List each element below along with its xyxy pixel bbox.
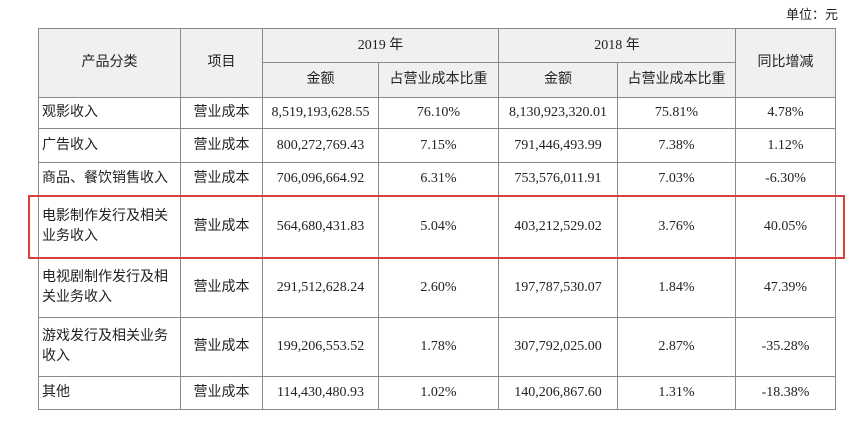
table-cell: 114,430,480.93: [262, 376, 379, 410]
unit-label: 单位：元: [785, 7, 838, 22]
table-cell: 140,206,867.60: [498, 376, 618, 410]
table-cell: 706,096,664.92: [262, 162, 379, 196]
table-cell: 营业成本: [180, 317, 263, 377]
table-cell: 753,576,011.91: [498, 162, 618, 196]
row-label: 电视剧制作发行及相关业务收入: [38, 258, 181, 318]
table-cell: 7.03%: [617, 162, 736, 196]
table-cell: 291,512,628.24: [262, 258, 379, 318]
table-cell: 8,519,193,628.55: [262, 97, 379, 129]
table-cell: 5.04%: [378, 195, 499, 259]
table-row: 其他 营业成本 114,430,480.93 1.02% 140,206,867.60 1…: [38, 376, 836, 410]
row-label: 其他: [38, 376, 181, 410]
table-cell: 8,130,923,320.01: [498, 97, 618, 129]
table-cell: 2.87%: [617, 317, 736, 377]
table-cell: 1.02%: [378, 376, 499, 410]
header-cell: 项目: [180, 28, 263, 98]
table-cell: 791,446,493.99: [498, 128, 618, 163]
highlight-box: [28, 195, 845, 259]
table-cell: 197,787,530.07: [498, 258, 618, 318]
table-cell: 47.39%: [735, 258, 836, 318]
header-cell: 金额: [498, 62, 618, 98]
row-label: 商品、餐饮销售收入: [38, 162, 181, 196]
table-cell: 7.15%: [378, 128, 499, 163]
table-cell: 1.12%: [735, 128, 836, 163]
header-cell: 同比增减: [735, 28, 836, 98]
table-cell: 3.76%: [617, 195, 736, 259]
row-label: 游戏发行及相关业务收入: [38, 317, 181, 377]
table-cell: 75.81%: [617, 97, 736, 129]
table-cell: -6.30%: [735, 162, 836, 196]
row-label: 观影收入: [38, 97, 181, 129]
header-cell: 占营业成本比重: [617, 62, 736, 98]
table-cell: 800,272,769.43: [262, 128, 379, 163]
table-cell: 199,206,553.52: [262, 317, 379, 377]
header-cell: 2019 年: [262, 28, 499, 63]
header-cell: 2018 年: [498, 28, 736, 63]
table-cell: 营业成本: [180, 258, 263, 318]
table-row: 游戏发行及相关业务收入 营业成本 199,206,553.52 1.78% 307,79…: [38, 317, 836, 377]
table-cell: 1.78%: [378, 317, 499, 377]
table-cell: 营业成本: [180, 376, 263, 410]
table-row: 电视剧制作发行及相关业务收入 营业成本 291,512,628.24 2.60% 197…: [38, 258, 836, 318]
table-cell: 76.10%: [378, 97, 499, 129]
header-cell: 金额: [262, 62, 379, 98]
table-cell: 403,212,529.02: [498, 195, 618, 259]
table-row: 商品、餐饮销售收入 营业成本 706,096,664.92 6.31% 753,576,…: [38, 162, 836, 196]
table-cell: 1.84%: [617, 258, 736, 318]
table-cell: 40.05%: [735, 195, 836, 259]
header-cell: 占营业成本比重: [378, 62, 499, 98]
table-row: 电影制作发行及相关业务收入 营业成本 564,680,431.83 5.04% 403,…: [38, 195, 836, 259]
table-cell: 564,680,431.83: [262, 195, 379, 259]
table-cell: 7.38%: [617, 128, 736, 163]
table-cell: 营业成本: [180, 97, 263, 129]
table-cell: 2.60%: [378, 258, 499, 318]
table-cell: 4.78%: [735, 97, 836, 129]
table-row: 观影收入 营业成本 8,519,193,628.55 76.10% 8,130,923,…: [38, 97, 836, 129]
table-cell: 营业成本: [180, 128, 263, 163]
table-cell: 营业成本: [180, 162, 263, 196]
table-cell: -18.38%: [735, 376, 836, 410]
table-cell: 6.31%: [378, 162, 499, 196]
row-label: 广告收入: [38, 128, 181, 163]
row-label: 电影制作发行及相关业务收入: [38, 195, 181, 259]
table-cell: -35.28%: [735, 317, 836, 377]
table-row: 广告收入 营业成本 800,272,769.43 7.15% 791,446,493.9…: [38, 128, 836, 163]
header-cell: 产品分类: [38, 28, 181, 98]
table-cell: 307,792,025.00: [498, 317, 618, 377]
table-cell: 1.31%: [617, 376, 736, 410]
